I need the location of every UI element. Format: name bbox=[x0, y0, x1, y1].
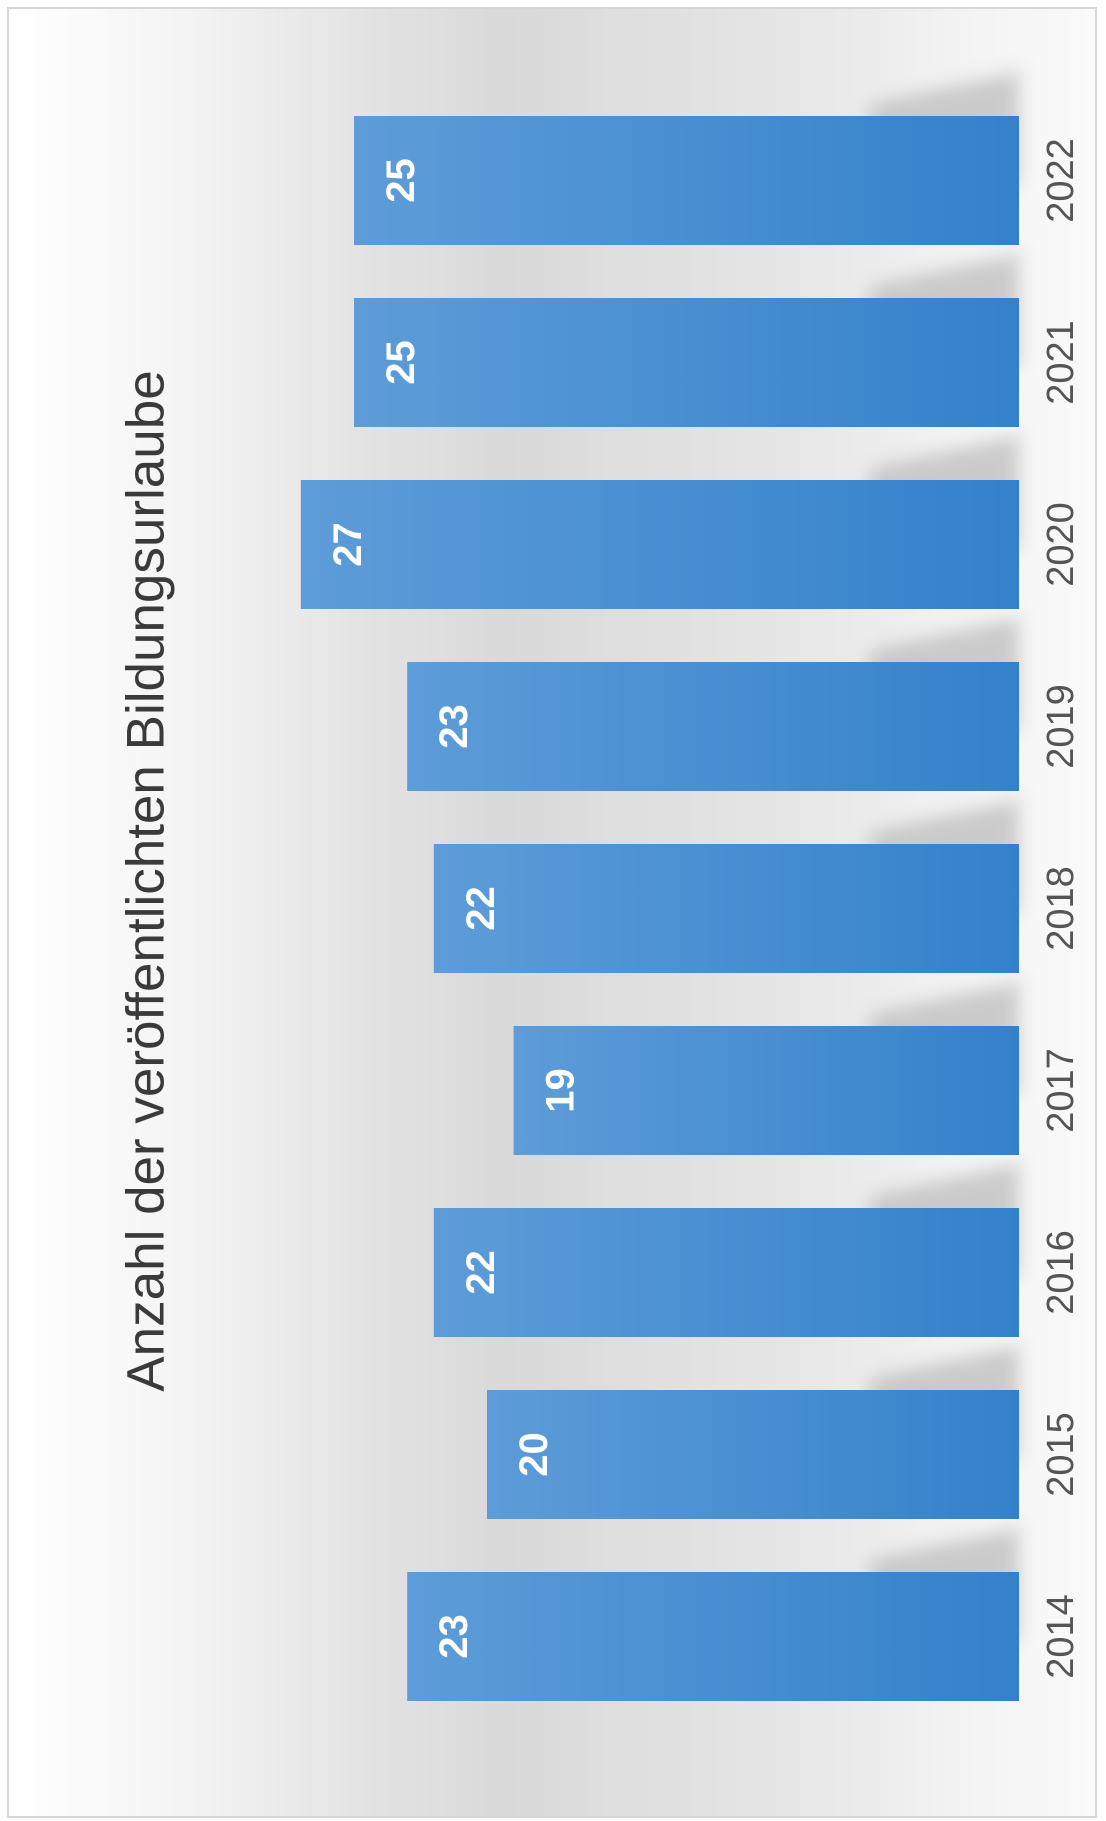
data-label-2020: 27 bbox=[326, 522, 370, 567]
data-label-2021: 25 bbox=[379, 340, 423, 385]
data-label-2014: 23 bbox=[432, 1614, 476, 1659]
bar-2021 bbox=[354, 298, 1019, 427]
chart-frame: 23 20 22 19 22 23 27 25 25 2014 2015 2016 2017 2018 2… bbox=[7, 7, 1097, 1818]
category-axis: 2014 2015 2016 2017 2018 2019 2020 2021 2022 bbox=[1040, 138, 1082, 1679]
category-label-2016: 2016 bbox=[1040, 1230, 1082, 1315]
category-label-2014: 2014 bbox=[1040, 1594, 1082, 1679]
data-label-2017: 19 bbox=[539, 1068, 583, 1113]
data-label-2022: 25 bbox=[379, 158, 423, 203]
category-label-2022: 2022 bbox=[1040, 138, 1082, 223]
bar-layer bbox=[300, 116, 1019, 1701]
chart-title: Anzahl der veröffentlichten Bildungsurla… bbox=[117, 370, 176, 1391]
bar-2015 bbox=[487, 1390, 1019, 1519]
category-label-2019: 2019 bbox=[1040, 684, 1082, 769]
data-label-2018: 22 bbox=[459, 886, 503, 931]
category-label-2017: 2017 bbox=[1040, 1048, 1082, 1133]
bar-2016 bbox=[433, 1208, 1019, 1337]
bar-2019 bbox=[407, 662, 1019, 791]
bar-2017 bbox=[513, 1026, 1019, 1155]
bar-2014 bbox=[407, 1572, 1019, 1701]
data-label-layer: 23 20 22 19 22 23 27 25 25 bbox=[326, 158, 583, 1659]
data-label-2015: 20 bbox=[512, 1432, 556, 1477]
bar-2022 bbox=[354, 116, 1019, 245]
data-label-2016: 22 bbox=[459, 1250, 503, 1295]
category-label-2018: 2018 bbox=[1040, 866, 1082, 951]
category-label-2021: 2021 bbox=[1040, 320, 1082, 405]
data-label-2019: 23 bbox=[432, 704, 476, 749]
bar-2018 bbox=[433, 844, 1019, 973]
category-label-2020: 2020 bbox=[1040, 502, 1082, 587]
category-label-2015: 2015 bbox=[1040, 1412, 1082, 1497]
bar-2020 bbox=[300, 480, 1019, 609]
